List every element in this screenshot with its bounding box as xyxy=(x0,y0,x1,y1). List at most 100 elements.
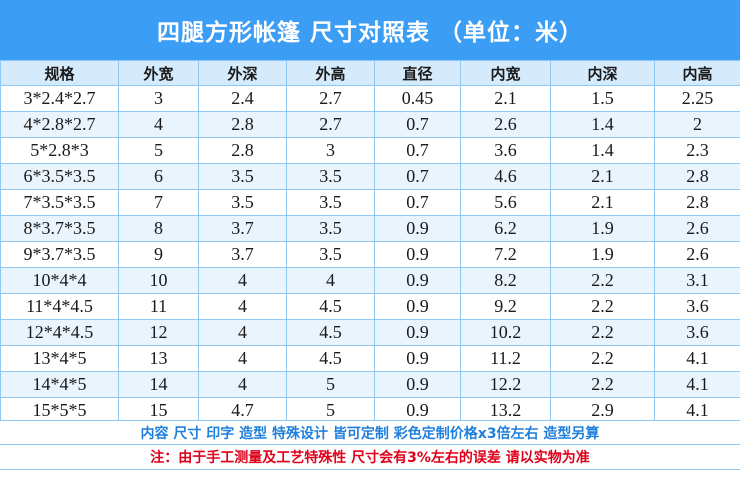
value-cell: 3 xyxy=(118,85,199,112)
value-cell: 0.9 xyxy=(374,267,461,294)
value-cell: 7.2 xyxy=(460,241,551,268)
value-cell: 2.1 xyxy=(550,189,655,216)
column-header: 内宽 xyxy=(460,60,551,86)
value-cell: 4 xyxy=(198,371,287,398)
disclaimer-note: 注：由于手工测量及工艺特殊性 尺寸会有3%左右的误差 请以实物为准 xyxy=(0,444,740,470)
value-cell: 3.5 xyxy=(198,163,287,190)
value-cell: 3.5 xyxy=(286,189,375,216)
value-cell: 3.5 xyxy=(286,215,375,242)
column-header: 规格 xyxy=(0,60,119,86)
value-cell: 0.45 xyxy=(374,85,461,112)
table-row: 10*4*4 10 4 4 0.9 8.2 2.2 3.1 xyxy=(0,267,740,294)
table-row: 4*2.8*2.7 4 2.8 2.7 0.7 2.6 1.4 2 xyxy=(0,111,740,138)
column-header: 直径 xyxy=(374,60,461,86)
value-cell: 4.1 xyxy=(654,371,740,398)
value-cell: 2.8 xyxy=(198,137,287,164)
value-cell: 2.2 xyxy=(550,371,655,398)
table-row: 9*3.7*3.5 9 3.7 3.5 0.9 7.2 1.9 2.6 xyxy=(0,241,740,268)
page-title: 四腿方形帐篷 尺寸对照表 （单位：米） xyxy=(0,0,740,60)
value-cell: 2.2 xyxy=(550,293,655,320)
value-cell: 2 xyxy=(654,111,740,138)
value-cell: 13 xyxy=(118,345,199,372)
value-cell: 2.6 xyxy=(460,111,551,138)
column-header: 外深 xyxy=(198,60,287,86)
value-cell: 2.3 xyxy=(654,137,740,164)
customization-note: 内容 尺寸 印字 造型 特殊设计 皆可定制 彩色定制价格x3倍左右 造型另算 xyxy=(0,420,740,444)
spec-cell: 8*3.7*3.5 xyxy=(0,215,119,242)
spec-cell: 7*3.5*3.5 xyxy=(0,189,119,216)
value-cell: 2.25 xyxy=(654,85,740,112)
value-cell: 3.5 xyxy=(198,189,287,216)
value-cell: 0.9 xyxy=(374,215,461,242)
value-cell: 3.5 xyxy=(286,163,375,190)
value-cell: 11.2 xyxy=(460,345,551,372)
table-body: 3*2.4*2.7 3 2.4 2.7 0.45 2.1 1.5 2.25 4*2.8*2.7 4… xyxy=(0,85,740,424)
size-table: 规格 外宽 外深 外高 直径 内宽 内深 内高 3*2.4*2.7 3 2.4 2.7… xyxy=(0,60,740,424)
value-cell: 4.1 xyxy=(654,345,740,372)
table-row: 13*4*5 13 4 4.5 0.9 11.2 2.2 4.1 xyxy=(0,345,740,372)
table-row: 6*3.5*3.5 6 3.5 3.5 0.7 4.6 2.1 2.8 xyxy=(0,163,740,190)
table-row: 15*5*5 15 4.7 5 0.9 13.2 2.9 4.1 xyxy=(0,397,740,424)
value-cell: 2.8 xyxy=(654,189,740,216)
value-cell: 3.5 xyxy=(286,241,375,268)
spec-cell: 12*4*4.5 xyxy=(0,319,119,346)
value-cell: 4.5 xyxy=(286,345,375,372)
value-cell: 2.2 xyxy=(550,267,655,294)
value-cell: 0.7 xyxy=(374,111,461,138)
value-cell: 5 xyxy=(118,137,199,164)
spec-cell: 3*2.4*2.7 xyxy=(0,85,119,112)
column-header: 内深 xyxy=(550,60,655,86)
value-cell: 7 xyxy=(118,189,199,216)
value-cell: 0.9 xyxy=(374,241,461,268)
value-cell: 12 xyxy=(118,319,199,346)
value-cell: 3.6 xyxy=(654,319,740,346)
value-cell: 2.7 xyxy=(286,111,375,138)
value-cell: 4 xyxy=(198,293,287,320)
value-cell: 5 xyxy=(286,371,375,398)
spec-cell: 10*4*4 xyxy=(0,267,119,294)
table-row: 7*3.5*3.5 7 3.5 3.5 0.7 5.6 2.1 2.8 xyxy=(0,189,740,216)
spec-cell: 15*5*5 xyxy=(0,397,119,424)
value-cell: 8.2 xyxy=(460,267,551,294)
value-cell: 3.1 xyxy=(654,267,740,294)
value-cell: 0.7 xyxy=(374,163,461,190)
value-cell: 2.8 xyxy=(198,111,287,138)
column-header: 外高 xyxy=(286,60,375,86)
value-cell: 4.5 xyxy=(286,319,375,346)
value-cell: 2.1 xyxy=(460,85,551,112)
value-cell: 4.6 xyxy=(460,163,551,190)
value-cell: 0.9 xyxy=(374,319,461,346)
value-cell: 15 xyxy=(118,397,199,424)
value-cell: 8 xyxy=(118,215,199,242)
value-cell: 12.2 xyxy=(460,371,551,398)
value-cell: 4 xyxy=(198,267,287,294)
value-cell: 2.6 xyxy=(654,241,740,268)
value-cell: 14 xyxy=(118,371,199,398)
value-cell: 0.9 xyxy=(374,345,461,372)
spec-cell: 9*3.7*3.5 xyxy=(0,241,119,268)
value-cell: 3.6 xyxy=(654,293,740,320)
value-cell: 1.9 xyxy=(550,215,655,242)
value-cell: 4 xyxy=(198,319,287,346)
value-cell: 9.2 xyxy=(460,293,551,320)
spec-cell: 11*4*4.5 xyxy=(0,293,119,320)
value-cell: 3 xyxy=(286,137,375,164)
value-cell: 4.5 xyxy=(286,293,375,320)
value-cell: 0.7 xyxy=(374,189,461,216)
value-cell: 3.6 xyxy=(460,137,551,164)
value-cell: 2.2 xyxy=(550,319,655,346)
value-cell: 6 xyxy=(118,163,199,190)
value-cell: 2.7 xyxy=(286,85,375,112)
table-row: 8*3.7*3.5 8 3.7 3.5 0.9 6.2 1.9 2.6 xyxy=(0,215,740,242)
spec-cell: 6*3.5*3.5 xyxy=(0,163,119,190)
value-cell: 3.7 xyxy=(198,241,287,268)
value-cell: 4 xyxy=(198,345,287,372)
table-row: 12*4*4.5 12 4 4.5 0.9 10.2 2.2 3.6 xyxy=(0,319,740,346)
table-row: 11*4*4.5 11 4 4.5 0.9 9.2 2.2 3.6 xyxy=(0,293,740,320)
value-cell: 1.9 xyxy=(550,241,655,268)
value-cell: 2.8 xyxy=(654,163,740,190)
table-row: 3*2.4*2.7 3 2.4 2.7 0.45 2.1 1.5 2.25 xyxy=(0,85,740,112)
column-header: 外宽 xyxy=(118,60,199,86)
value-cell: 0.9 xyxy=(374,397,461,424)
table-header-row: 规格 外宽 外深 外高 直径 内宽 内深 内高 xyxy=(0,60,740,86)
